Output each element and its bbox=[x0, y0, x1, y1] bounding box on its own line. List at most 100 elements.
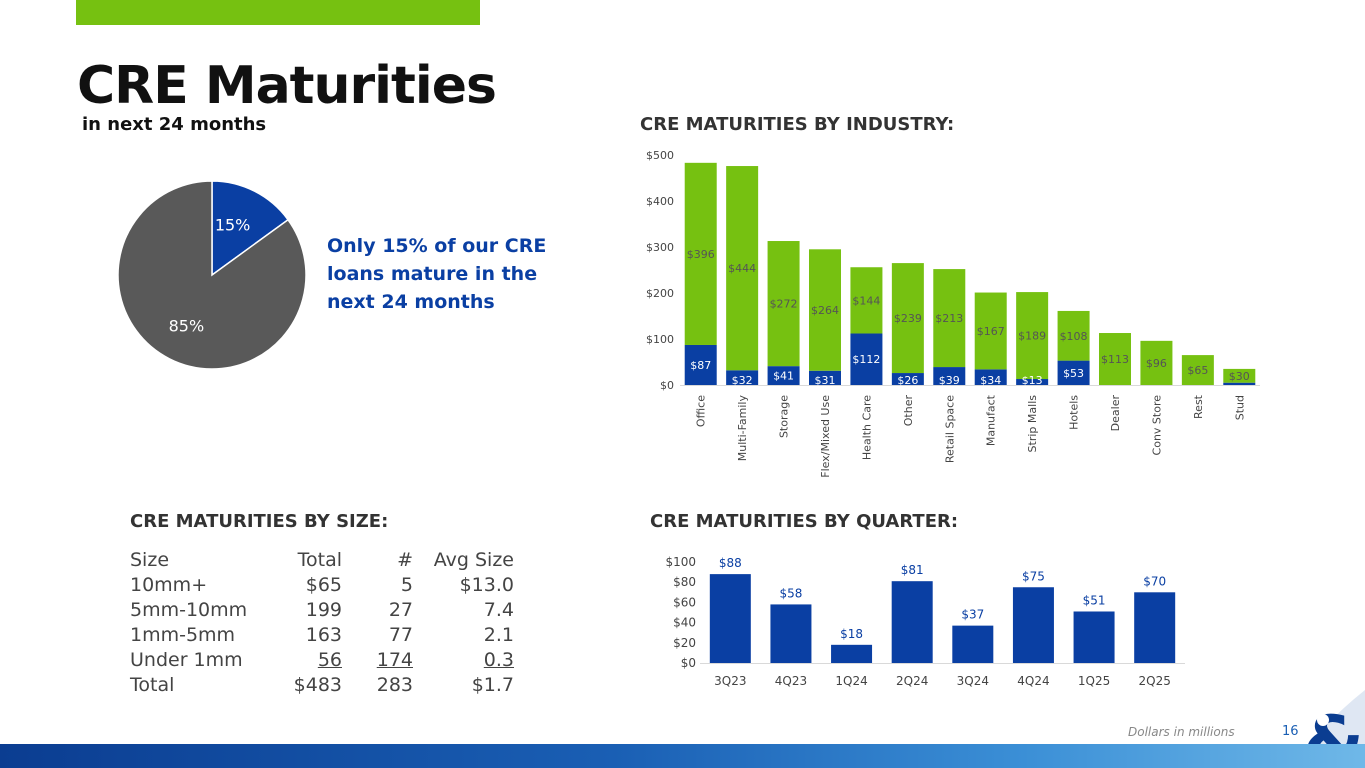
y-tick-label: $200 bbox=[646, 287, 674, 300]
y-tick-label: $80 bbox=[673, 575, 696, 589]
bar-label-maturing: $53 bbox=[1063, 367, 1084, 380]
x-tick-label: Retail Space bbox=[943, 395, 956, 463]
bar-label-maturing: $31 bbox=[815, 374, 836, 387]
cell-size: 10mm+ bbox=[130, 573, 208, 596]
x-tick-label: Hotels bbox=[1068, 395, 1081, 430]
cell-avg-size: 2.1 bbox=[483, 623, 514, 646]
cell-avg-size: $1.7 bbox=[471, 673, 514, 696]
bar-segment-other bbox=[767, 241, 800, 367]
bar bbox=[1073, 611, 1115, 663]
bar-label-other: $189 bbox=[1018, 330, 1046, 343]
x-tick-label: Multi-Family bbox=[736, 395, 749, 462]
bar-label-other: $96 bbox=[1146, 357, 1167, 370]
bar-segment-maturing bbox=[974, 369, 1007, 385]
bar-label-maturing: $41 bbox=[773, 370, 794, 383]
bar-segment-maturing bbox=[891, 373, 924, 385]
bar-segment-maturing bbox=[809, 370, 841, 385]
page-number: 16 bbox=[1282, 724, 1299, 739]
x-tick-label: 3Q23 bbox=[714, 674, 746, 688]
table-header-row: Size Total # Avg Size bbox=[130, 547, 514, 572]
bar-segment-maturing bbox=[1057, 360, 1090, 385]
col-header-count: # bbox=[397, 548, 413, 571]
bar-segment-other bbox=[850, 267, 883, 334]
x-tick-label: 4Q23 bbox=[775, 674, 807, 688]
bar-segment-other bbox=[1016, 292, 1049, 380]
x-tick-label: Health Care bbox=[860, 395, 873, 460]
bar-label-maturing: $112 bbox=[852, 353, 880, 366]
x-tick-label: 4Q24 bbox=[1017, 674, 1049, 688]
y-tick-label: $500 bbox=[646, 149, 674, 162]
x-tick-label: Strip Malls bbox=[1026, 395, 1039, 453]
bar-label-other: $30 bbox=[1229, 370, 1250, 383]
bar-segment-other bbox=[1140, 340, 1173, 385]
cell-count: 174 bbox=[342, 647, 413, 672]
bar-label: $75 bbox=[1022, 569, 1045, 583]
table-total-row: Total $483 283 $1.7 bbox=[130, 672, 514, 697]
bar-segment-maturing bbox=[1016, 379, 1049, 385]
bar-label-maturing: $26 bbox=[897, 374, 918, 387]
cell-count: 5 bbox=[400, 573, 413, 596]
x-tick-label: Flex/Mixed Use bbox=[819, 395, 832, 478]
size-table: Size Total # Avg Size 10mm+ $65 5 $13.0 … bbox=[130, 547, 514, 697]
bar-segment-other bbox=[726, 166, 759, 371]
y-tick-label: $400 bbox=[646, 195, 674, 208]
cell-avg-size: 7.4 bbox=[483, 598, 514, 621]
bar bbox=[709, 574, 751, 663]
bar bbox=[952, 625, 994, 663]
bar-segment-maturing bbox=[767, 366, 800, 385]
bar-label-other: $213 bbox=[935, 312, 963, 325]
bar-segment-other bbox=[974, 292, 1007, 370]
x-tick-label: Stud bbox=[1233, 395, 1246, 420]
bar-segment-other bbox=[1223, 368, 1256, 383]
bar-label-other: $272 bbox=[770, 298, 798, 311]
x-tick-label: Other bbox=[902, 395, 915, 427]
maturity-pie-chart: 15% 85% bbox=[117, 180, 307, 370]
bar-segment-other bbox=[809, 249, 841, 371]
bar-label: $51 bbox=[1083, 593, 1106, 607]
bar bbox=[770, 604, 812, 663]
industry-section-title: CRE MATURITIES BY INDUSTRY: bbox=[640, 114, 955, 135]
bar-label-other: $65 bbox=[1187, 364, 1208, 377]
y-tick-label: $100 bbox=[665, 555, 696, 569]
pie-slice bbox=[211, 180, 290, 277]
bar-segment-other bbox=[933, 269, 966, 368]
bar-label-other: $239 bbox=[894, 312, 922, 325]
y-tick-label: $300 bbox=[646, 241, 674, 254]
bar bbox=[831, 644, 873, 663]
bar-label-other: $264 bbox=[811, 304, 839, 317]
x-tick-label: 3Q24 bbox=[957, 674, 989, 688]
cell-avg-size: 0.3 bbox=[413, 647, 514, 672]
bar-label-other: $144 bbox=[852, 294, 880, 307]
bar-label-other: $108 bbox=[1060, 330, 1088, 343]
bar-segment-other bbox=[891, 263, 924, 374]
quarter-bar-chart: $0 $20 $40 $60 $80 $100 $88 3Q23 $58 4Q23 $18 1Q24 $… bbox=[665, 555, 1185, 688]
x-tick-label: 2Q24 bbox=[896, 674, 928, 688]
cell-avg-size: $13.0 bbox=[459, 573, 514, 596]
bar-label: $58 bbox=[779, 586, 802, 600]
x-tick-label: 2Q25 bbox=[1139, 674, 1171, 688]
cell-count: 283 bbox=[376, 673, 413, 696]
footer-note: Dollars in millions bbox=[1128, 725, 1235, 739]
pie-slice bbox=[117, 180, 307, 370]
cell-size: Under 1mm bbox=[130, 648, 243, 671]
col-header-avg-size: Avg Size bbox=[433, 548, 514, 571]
bar bbox=[1134, 592, 1176, 663]
table-row: 10mm+ $65 5 $13.0 bbox=[130, 572, 514, 597]
bar-label-other: $167 bbox=[977, 325, 1005, 338]
bar-segment-other bbox=[1057, 310, 1090, 361]
pie-label: 15% bbox=[215, 216, 251, 235]
table-row: Under 1mm 56 174 0.3 bbox=[130, 647, 514, 672]
bar-label-maturing: $34 bbox=[980, 374, 1001, 387]
page-subtitle: in next 24 months bbox=[82, 114, 267, 135]
cell-avg-size-value: 0.3 bbox=[483, 648, 514, 671]
cell-count: 77 bbox=[388, 623, 413, 646]
bar-label-maturing: $13 bbox=[1022, 374, 1043, 387]
footer-band bbox=[0, 744, 1365, 768]
bar-label-maturing: $87 bbox=[690, 359, 711, 372]
accent-bar bbox=[76, 0, 480, 25]
bar-label: $37 bbox=[961, 608, 984, 622]
y-tick-label: $0 bbox=[660, 379, 674, 392]
table-row: 1mm-5mm 163 77 2.1 bbox=[130, 622, 514, 647]
cell-count: 27 bbox=[388, 598, 413, 621]
x-tick-label: Office bbox=[695, 395, 708, 427]
